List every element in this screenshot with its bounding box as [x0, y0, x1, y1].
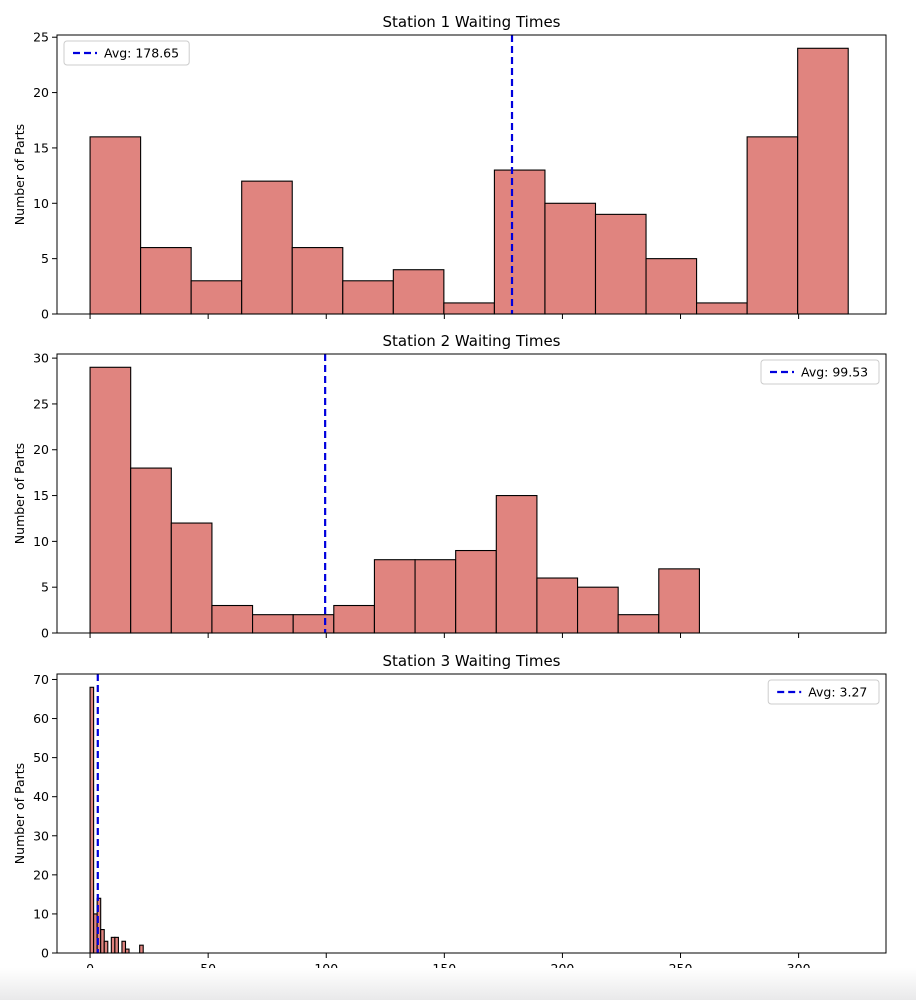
histogram-bar: [443, 302, 495, 315]
y-axis-label: Number of Parts: [12, 763, 27, 864]
y-tick-label: 30: [33, 351, 49, 366]
y-tick-label: 50: [33, 750, 49, 765]
histogram-bar: [455, 549, 497, 634]
legend-box: [63, 40, 190, 66]
histogram-bar: [536, 577, 579, 634]
histogram-bar: [252, 614, 294, 634]
axes-frame: [56, 34, 887, 315]
histogram-bar: [414, 559, 457, 634]
y-tick-label: 60: [33, 711, 49, 726]
y-tick-label: 25: [33, 30, 49, 45]
histogram-bar: [140, 247, 192, 315]
histogram-bar: [373, 559, 416, 634]
chart-title: Station 3 Waiting Times: [382, 652, 560, 670]
y-tick-label: 30: [33, 828, 49, 843]
histogram-bar: [190, 280, 243, 315]
y-tick-label: 5: [41, 251, 49, 266]
histogram-bar: [103, 940, 109, 954]
histogram-bar: [658, 568, 700, 634]
y-tick-label: 10: [33, 534, 49, 549]
y-tick-label: 40: [33, 789, 49, 804]
y-tick-label: 25: [33, 396, 49, 411]
subplot-1: Station 1 Waiting Times Number of Parts 0 5…: [12, 13, 887, 322]
histogram-bar: [291, 247, 344, 315]
histogram-bar: [576, 586, 619, 634]
y-tick-label: 0: [41, 946, 49, 961]
histogram-bar: [124, 948, 130, 954]
histogram-bar: [617, 614, 660, 634]
y-axis-label: Number of Parts: [12, 443, 27, 544]
histogram-bar: [170, 522, 213, 634]
histogram-bar: [139, 944, 144, 954]
histogram-bar: [392, 269, 445, 315]
histogram-bar: [746, 136, 799, 315]
histogram-bar: [696, 302, 748, 315]
y-tick-label: 0: [41, 307, 49, 322]
bottom-shade: [0, 968, 916, 1000]
legend-label: Avg: 3.27: [808, 685, 867, 700]
legend: Avg: 178.65: [63, 40, 190, 66]
axes-frame: [56, 353, 887, 634]
legend: Avg: 99.53: [760, 359, 880, 385]
histogram-bar: [645, 258, 698, 315]
legend: Avg: 3.27: [767, 679, 880, 705]
chart-title: Station 2 Waiting Times: [382, 332, 560, 350]
legend-box: [767, 679, 880, 705]
histogram-bar: [342, 280, 394, 315]
histogram-bar: [493, 169, 546, 315]
y-tick-label: 20: [33, 85, 49, 100]
y-tick-label: 10: [33, 196, 49, 211]
histogram-bar: [594, 213, 647, 315]
subplot-2: Station 2 Waiting Times Number of Parts 0 5…: [12, 332, 887, 641]
legend-label: Avg: 178.65: [104, 46, 179, 61]
histogram-bar: [211, 604, 254, 634]
subplot-3: Station 3 Waiting Times Number of Parts 0 1…: [12, 652, 887, 992]
y-tick-label: 20: [33, 442, 49, 457]
y-axis-label: Number of Parts: [12, 124, 27, 225]
histogram-bar: [292, 614, 335, 634]
chart-title: Station 1 Waiting Times: [382, 13, 560, 31]
y-tick-label: 15: [33, 488, 49, 503]
y-tick-label: 0: [41, 626, 49, 641]
histogram-bar: [495, 495, 538, 634]
histogram-bar: [89, 686, 95, 954]
histogram-bar: [241, 180, 293, 315]
y-tick-label: 5: [41, 580, 49, 595]
histogram-bar: [114, 936, 119, 954]
legend-label: Avg: 99.53: [801, 365, 868, 380]
histogram-bar: [89, 366, 132, 634]
histogram-bar: [89, 136, 142, 315]
legend-box: [760, 359, 880, 385]
histogram-bar: [797, 47, 849, 315]
axes-frame: [56, 673, 887, 954]
histogram-bar: [544, 202, 597, 315]
y-tick-label: 20: [33, 867, 49, 882]
histogram-bar: [333, 604, 375, 634]
y-tick-label: 70: [33, 672, 49, 687]
histogram-bar: [130, 467, 172, 634]
y-tick-label: 15: [33, 140, 49, 155]
y-tick-label: 10: [33, 906, 49, 921]
